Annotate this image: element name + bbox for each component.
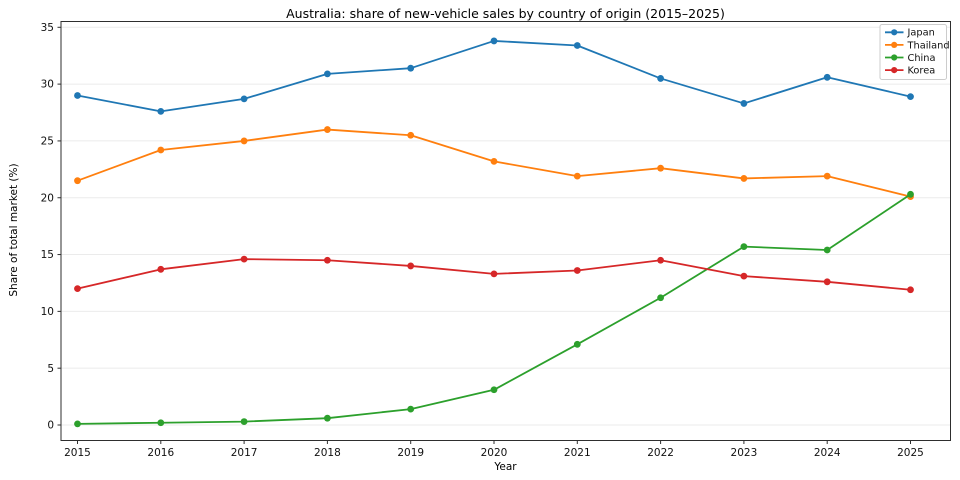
series-point-japan-2018	[324, 70, 331, 78]
y-tick-label: 15	[41, 249, 54, 261]
series-point-china-2025	[907, 190, 914, 198]
plot-border	[60, 21, 951, 441]
series-point-japan-2017	[240, 95, 248, 103]
y-tick-label: 20	[41, 192, 54, 204]
series-point-thailand-2016	[157, 146, 165, 154]
legend-box	[879, 24, 947, 80]
legend-label-thailand: Thailand	[907, 40, 950, 51]
legend-marker-japan	[891, 29, 898, 36]
series-point-thailand-2022	[657, 164, 664, 172]
x-tick-label: 2016	[147, 447, 174, 459]
series-point-japan-2021	[573, 42, 581, 49]
series-line-japan	[77, 40, 911, 113]
series-point-japan-2022	[657, 75, 664, 82]
series-point-korea-2017	[240, 255, 248, 263]
y-tick-label: 30	[41, 79, 54, 91]
legend-label-japan: Japan	[907, 28, 935, 39]
x-tick-label: 2022	[647, 447, 674, 459]
series-point-korea-2025	[907, 286, 914, 294]
x-tick-label: 2023	[731, 447, 758, 459]
x-tick-label: 2018	[314, 447, 341, 459]
y-tick-label: 5	[47, 363, 54, 375]
series-point-thailand-2017	[240, 137, 248, 145]
series-point-china-2017	[240, 418, 248, 425]
y-tick-label: 0	[47, 420, 54, 432]
series-point-korea-2021	[573, 267, 581, 274]
legend-label-china: China	[908, 53, 936, 64]
series-point-japan-2016	[157, 107, 165, 115]
series-point-korea-2024	[823, 278, 831, 286]
series-point-china-2022	[657, 294, 664, 302]
series-point-korea-2015	[74, 285, 81, 293]
series-point-japan-2020	[490, 37, 498, 45]
series-point-china-2024	[823, 246, 831, 254]
series-point-japan-2025	[907, 93, 914, 101]
x-tick-label: 2025	[897, 447, 924, 459]
x-tick-label: 2015	[64, 447, 91, 459]
series-point-japan-2019	[407, 64, 415, 72]
series-point-thailand-2023	[740, 175, 748, 182]
legend-marker-china	[891, 54, 898, 61]
series-point-china-2016	[157, 419, 165, 427]
legend-label-korea: Korea	[908, 66, 936, 77]
x-tick-label: 2019	[397, 447, 424, 459]
series-point-japan-2015	[74, 92, 81, 99]
chart-title: Australia: share of new-vehicle sales by…	[286, 6, 725, 21]
series-point-korea-2020	[490, 270, 498, 278]
y-tick-label: 10	[41, 306, 54, 318]
series-point-thailand-2024	[823, 172, 831, 180]
series-point-china-2019	[407, 405, 415, 413]
series-point-korea-2018	[324, 256, 331, 264]
x-tick-label: 2024	[814, 447, 841, 459]
series-point-china-2023	[740, 243, 748, 251]
x-tick-label: 2020	[481, 447, 508, 459]
series-point-korea-2022	[657, 256, 664, 264]
series-point-thailand-2021	[573, 172, 581, 180]
series-point-korea-2023	[740, 272, 748, 280]
x-axis-label: Year	[494, 461, 517, 473]
series-point-china-2021	[573, 340, 581, 348]
x-tick-label: 2021	[564, 447, 591, 459]
series-point-japan-2024	[823, 73, 831, 81]
legend-marker-korea	[891, 67, 898, 74]
series-point-korea-2019	[407, 262, 415, 270]
y-tick-label: 35	[41, 22, 54, 34]
series-point-thailand-2015	[74, 177, 81, 185]
series-point-thailand-2019	[407, 131, 415, 139]
series-point-thailand-2018	[324, 126, 331, 133]
series-point-korea-2016	[157, 265, 165, 273]
x-tick-label: 2017	[231, 447, 258, 459]
series-point-japan-2023	[740, 100, 748, 107]
series-point-thailand-2020	[490, 157, 498, 165]
series-point-china-2018	[324, 414, 331, 422]
y-tick-label: 25	[41, 136, 54, 148]
series-point-china-2015	[74, 420, 81, 428]
legend-marker-thailand	[891, 41, 898, 49]
series-point-china-2020	[490, 386, 498, 394]
